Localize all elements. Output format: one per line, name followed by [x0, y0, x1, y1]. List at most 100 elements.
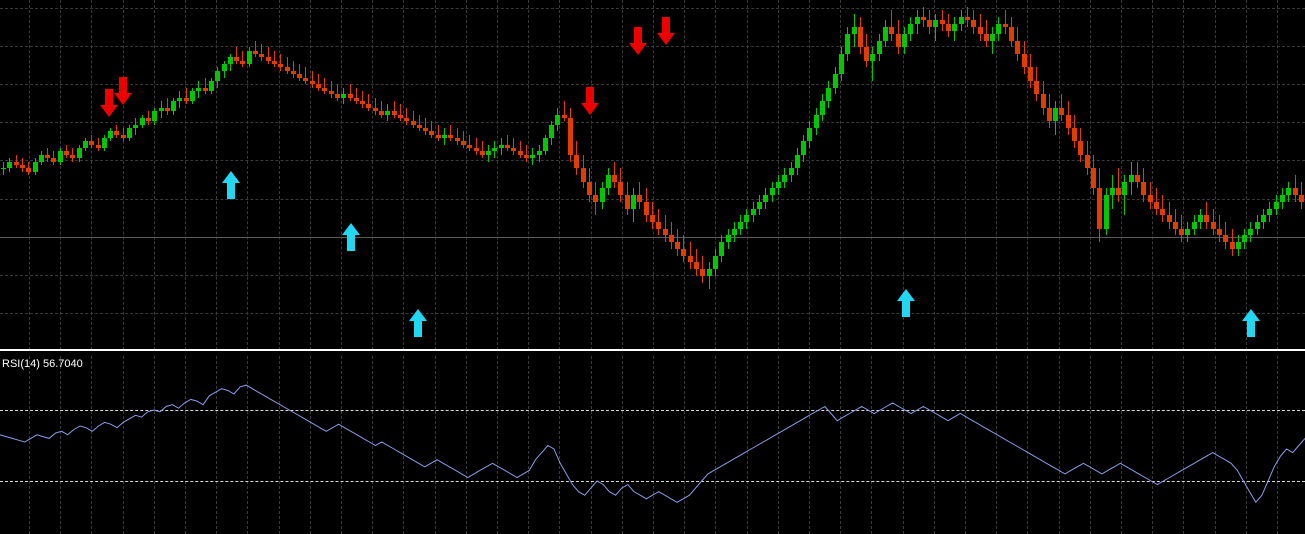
candlestick-body — [278, 64, 283, 68]
candlestick-body — [524, 154, 529, 159]
candlestick — [266, 0, 271, 350]
candlestick — [467, 0, 472, 350]
candlestick-body — [146, 117, 151, 122]
candlestick — [366, 0, 371, 350]
candlestick — [814, 0, 819, 350]
candlestick-wick — [450, 124, 451, 142]
candlestick-body — [171, 101, 176, 112]
candlestick-wick — [702, 255, 703, 283]
candlestick-body — [631, 195, 636, 209]
candlestick — [234, 0, 239, 350]
candlestick-body — [719, 242, 724, 256]
candlestick-body — [883, 27, 888, 41]
candlestick-body — [442, 134, 447, 139]
candlestick — [1059, 0, 1064, 350]
candlestick-wick — [261, 43, 262, 61]
candlestick — [1261, 0, 1266, 350]
candlestick-body — [1085, 154, 1090, 169]
candlestick-body — [1198, 215, 1203, 223]
grid-line-vertical — [1152, 356, 1153, 534]
candlestick-body — [845, 33, 850, 55]
candlestick-body — [1072, 127, 1077, 142]
grid-line-vertical — [403, 356, 404, 534]
grid-line-vertical — [1183, 0, 1184, 350]
candlestick-wick — [255, 40, 256, 58]
candlestick-body — [694, 262, 699, 270]
candlestick-wick — [476, 138, 477, 155]
grid-line-horizontal — [0, 122, 1305, 123]
candlestick-wick — [312, 70, 313, 88]
candlestick-body — [285, 67, 290, 71]
candlestick — [1085, 0, 1090, 350]
candlestick — [285, 0, 290, 350]
candlestick-body — [971, 20, 976, 28]
grid-line-vertical — [216, 356, 217, 534]
candlestick — [751, 0, 756, 350]
candlestick — [864, 0, 869, 350]
candlestick — [990, 0, 995, 350]
candlestick-body — [763, 195, 768, 202]
candlestick — [776, 0, 781, 350]
grid-line-vertical — [1090, 356, 1091, 534]
candlestick-body — [1122, 181, 1127, 196]
candlestick — [524, 0, 529, 350]
grid-line-vertical — [1215, 0, 1216, 350]
candlestick — [247, 0, 252, 350]
price-candlestick-pane[interactable] — [0, 0, 1305, 350]
candlestick — [1293, 0, 1298, 350]
candlestick — [436, 0, 441, 350]
candlestick-body — [870, 54, 875, 61]
candlestick-body — [789, 168, 794, 175]
candlestick — [807, 0, 812, 350]
candlestick-wick — [394, 101, 395, 118]
candlestick — [1167, 0, 1172, 350]
candlestick — [486, 0, 491, 350]
candlestick — [215, 0, 220, 350]
candlestick-body — [511, 148, 516, 152]
grid-line-vertical — [559, 356, 560, 534]
grid-line-vertical — [310, 0, 311, 350]
candlestick-wick — [324, 77, 325, 95]
candlestick-body — [392, 111, 397, 115]
candlestick — [870, 0, 875, 350]
candlestick-body — [902, 33, 907, 48]
candlestick — [303, 0, 308, 350]
candlestick-body — [26, 168, 31, 172]
candlestick — [650, 0, 655, 350]
candlestick-body — [499, 144, 504, 149]
grid-line-vertical — [1090, 0, 1091, 350]
candlestick — [417, 0, 422, 350]
candlestick-wick — [513, 138, 514, 155]
grid-line-horizontal — [0, 84, 1305, 85]
candlestick — [852, 0, 857, 350]
candlestick-body — [234, 57, 239, 61]
candlestick-wick — [891, 10, 892, 41]
candlestick-body — [625, 195, 630, 209]
candlestick — [669, 0, 674, 350]
candlestick-wick — [419, 114, 420, 132]
candlestick — [1122, 0, 1127, 350]
candlestick — [335, 0, 340, 350]
candlestick — [26, 0, 31, 350]
rsi-indicator-pane[interactable]: RSI(14) 56.7040 — [0, 356, 1305, 534]
candlestick-body — [247, 50, 252, 65]
candlestick — [77, 0, 82, 350]
candlestick-body — [1066, 114, 1071, 128]
candlestick — [700, 0, 705, 350]
grid-line-horizontal — [0, 237, 1305, 238]
candlestick — [190, 0, 195, 350]
grid-line-horizontal — [0, 46, 1305, 47]
candlestick-body — [644, 201, 649, 216]
candlestick-wick — [1137, 161, 1138, 189]
candlestick-wick — [507, 134, 508, 152]
candlestick — [663, 0, 668, 350]
candlestick — [543, 0, 548, 350]
candlestick-body — [348, 94, 353, 98]
candlestick-wick — [368, 94, 369, 112]
candlestick — [656, 0, 661, 350]
candlestick-body — [921, 17, 926, 21]
candlestick-body — [240, 60, 245, 65]
candlestick — [102, 0, 107, 350]
candlestick-body — [530, 154, 535, 159]
candlestick-wick — [425, 117, 426, 135]
